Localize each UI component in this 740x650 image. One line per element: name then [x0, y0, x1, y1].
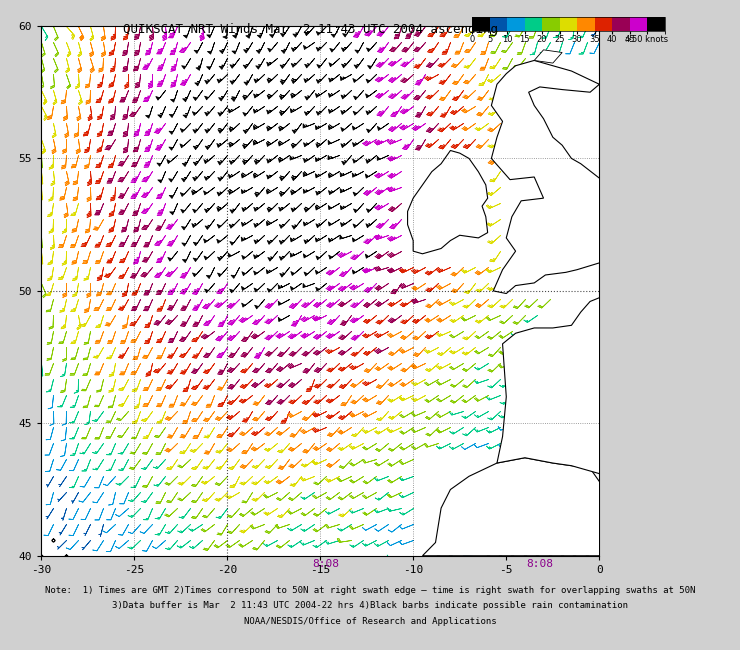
- Text: 8:08: 8:08: [312, 559, 339, 569]
- Polygon shape: [423, 458, 659, 556]
- Text: NOAA/NESDIS/Office of Research and Applications: NOAA/NESDIS/Office of Research and Appli…: [243, 617, 497, 626]
- Text: 8:08: 8:08: [527, 559, 554, 569]
- Text: 3)Data buffer is Mar  2 11:43 UTC 2004-22 hrs 4)Black barbs indicate possible ra: 3)Data buffer is Mar 2 11:43 UTC 2004-22…: [112, 601, 628, 610]
- Text: QUIKSCAT NRT Winds Mar  2 11:43 UTC 2004 ascending: QUIKSCAT NRT Winds Mar 2 11:43 UTC 2004 …: [124, 23, 498, 36]
- Text: Note:  1) Times are GMT 2)Times correspond to 50N at right swath edge – time is : Note: 1) Times are GMT 2)Times correspon…: [45, 586, 695, 595]
- Polygon shape: [534, 50, 562, 63]
- Polygon shape: [497, 259, 656, 476]
- Polygon shape: [408, 151, 488, 254]
- Polygon shape: [491, 60, 633, 294]
